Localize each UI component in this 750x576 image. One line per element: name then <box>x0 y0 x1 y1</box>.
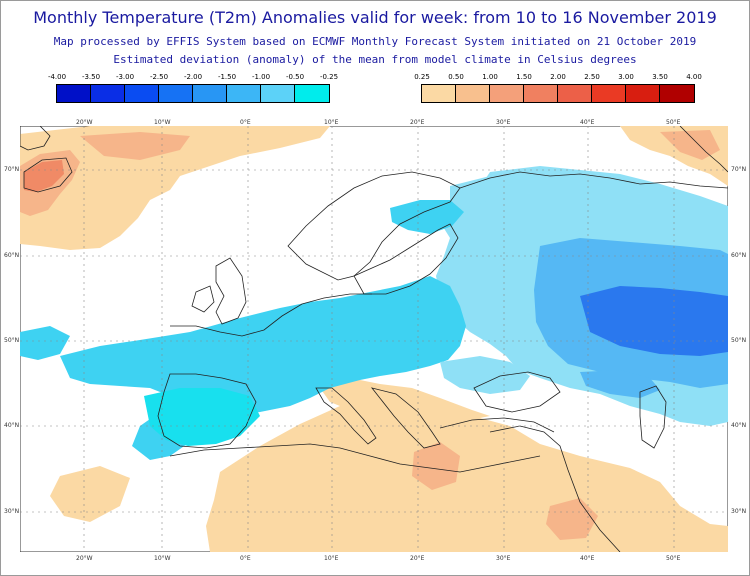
legend-warm-swatch-4 <box>558 85 592 102</box>
lon-label-bottom: 10°W <box>154 555 171 562</box>
lat-label-left: 60°N <box>4 252 19 259</box>
legend-warm-tick-label: 3.50 <box>652 73 668 81</box>
legend-cold-swatch-3 <box>159 85 193 102</box>
lat-label-right: 70°N <box>731 166 746 173</box>
legend-warm-tick-label: 1.50 <box>516 73 532 81</box>
legend-warm-tick-label: 0.25 <box>414 73 430 81</box>
legend-cold-swatch-4 <box>193 85 227 102</box>
lat-label-right: 50°N <box>731 337 746 344</box>
legend-cold-tick-label: -2.00 <box>184 73 202 81</box>
lat-label-left: 30°N <box>4 508 19 515</box>
legend-cold-tick-label: -3.00 <box>116 73 134 81</box>
legend-warm-tick-label: 0.50 <box>448 73 464 81</box>
lon-label-top: 20°E <box>410 119 424 126</box>
legend-warm-tick-label: 4.00 <box>686 73 702 81</box>
lon-label-top: 0°E <box>240 119 251 126</box>
legend-warm-swatch-2 <box>490 85 524 102</box>
legend-warm-swatch-0 <box>422 85 456 102</box>
legend-warm-tick-label: 2.50 <box>584 73 600 81</box>
lon-label-bottom: 0°E <box>240 555 251 562</box>
legend-cold-swatch-6 <box>261 85 295 102</box>
lon-label-bottom: 10°E <box>324 555 338 562</box>
lon-label-top: 50°E <box>666 119 680 126</box>
legend-cold-swatch-0 <box>57 85 91 102</box>
lat-label-left: 50°N <box>4 337 19 344</box>
lon-label-top: 20°W <box>76 119 93 126</box>
legend-cold-tick-label: -2.50 <box>150 73 168 81</box>
lon-label-bottom: 50°E <box>666 555 680 562</box>
lon-label-top: 30°E <box>496 119 510 126</box>
legend-warm-swatch-3 <box>524 85 558 102</box>
legend-warm-tick-label: 3.00 <box>618 73 634 81</box>
lon-label-bottom: 30°E <box>496 555 510 562</box>
legend-warm-tick-label: 1.00 <box>482 73 498 81</box>
legend-cold-swatch-7 <box>295 85 329 102</box>
lon-label-bottom: 20°E <box>410 555 424 562</box>
legend-warm-colorbar <box>421 84 695 103</box>
lat-label-right: 60°N <box>731 252 746 259</box>
lat-label-right: 40°N <box>731 422 746 429</box>
legend-cold-tick-label: -0.50 <box>286 73 304 81</box>
lon-label-top: 10°E <box>324 119 338 126</box>
legend-cold-tick-label: -3.50 <box>82 73 100 81</box>
map-subtitle-source: Map processed by EFFIS System based on E… <box>0 35 750 48</box>
legend-warm-swatch-1 <box>456 85 490 102</box>
legend-cold-colorbar <box>56 84 330 103</box>
legend-warm-swatch-7 <box>660 85 694 102</box>
legend-warm-swatch-6 <box>626 85 660 102</box>
lon-label-top: 40°E <box>580 119 594 126</box>
map-title: Monthly Temperature (T2m) Anomalies vali… <box>0 8 750 27</box>
lon-label-bottom: 40°E <box>580 555 594 562</box>
legend-cold-swatch-2 <box>125 85 159 102</box>
lat-label-left: 70°N <box>4 166 19 173</box>
anomaly-map <box>20 126 728 552</box>
legend-cold-swatch-5 <box>227 85 261 102</box>
lat-label-left: 40°N <box>4 422 19 429</box>
legend-warm-swatch-5 <box>592 85 626 102</box>
map-subtitle-units: Estimated deviation (anomaly) of the mea… <box>0 53 750 66</box>
legend-cold-tick-label: -1.50 <box>218 73 236 81</box>
lat-label-right: 30°N <box>731 508 746 515</box>
legend-cold-swatch-1 <box>91 85 125 102</box>
legend-cold-tick-label: -4.00 <box>48 73 66 81</box>
lon-label-top: 10°W <box>154 119 171 126</box>
legend-cold-tick-label: -0.25 <box>320 73 338 81</box>
legend-cold-tick-label: -1.00 <box>252 73 270 81</box>
lon-label-bottom: 20°W <box>76 555 93 562</box>
legend-warm-tick-label: 2.00 <box>550 73 566 81</box>
